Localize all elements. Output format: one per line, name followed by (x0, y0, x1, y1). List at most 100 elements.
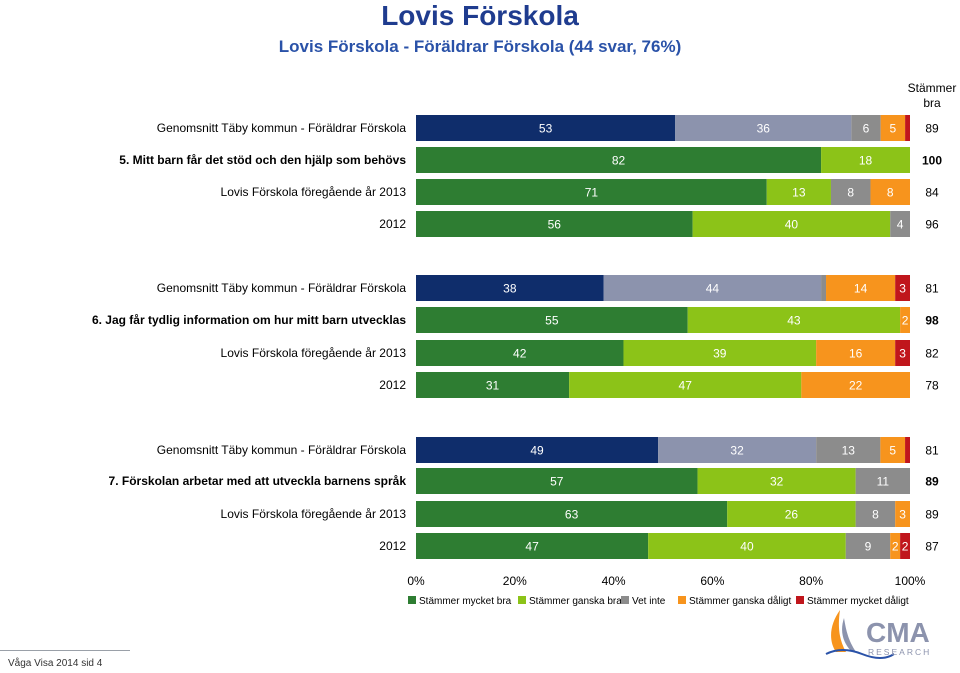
x-tick-label: 60% (700, 574, 724, 588)
bar-segment (416, 179, 767, 205)
data-label: 9 (865, 540, 872, 554)
data-label: 31 (486, 379, 500, 393)
total-value: 89 (925, 475, 939, 489)
bar-segment (855, 468, 910, 494)
legend-swatch (621, 596, 629, 604)
bar-segment (851, 115, 881, 141)
data-label: 6 (863, 122, 870, 136)
data-label: 13 (842, 444, 856, 458)
data-label: 82 (612, 154, 626, 168)
bar-segment (416, 275, 604, 301)
total-value: 82 (925, 347, 939, 361)
data-label: 53 (539, 122, 553, 136)
bar-segment (692, 211, 891, 237)
cma-research-logo: CMA RESEARCH (825, 610, 930, 659)
bar-segment (416, 468, 698, 494)
bar-segment (416, 501, 728, 527)
bar-segment (890, 533, 901, 559)
bar-segment (895, 340, 910, 366)
legend-entry: Stämmer ganska bra (529, 596, 622, 607)
bar-segment (658, 437, 817, 463)
data-label: 40 (740, 540, 754, 554)
bar-segment (416, 533, 649, 559)
bar-segment (569, 372, 802, 398)
data-label: 38 (503, 282, 517, 296)
data-label: 5 (889, 444, 896, 458)
data-label: 8 (887, 186, 894, 200)
bar-segment (905, 115, 910, 141)
logo-sail-icon (831, 610, 846, 652)
bar-segment (648, 533, 846, 559)
row-label: Lovis Förskola föregående år 2013 (221, 346, 407, 360)
data-label: 32 (770, 475, 784, 489)
bar-segment (801, 372, 910, 398)
page-title: Lovis Förskola (381, 0, 579, 31)
bar-segment (821, 275, 827, 301)
total-column-header: bra (923, 96, 941, 110)
bar-segment (675, 115, 852, 141)
data-label: 14 (854, 282, 868, 296)
footer-text: Våga Visa 2014 sid 4 (8, 658, 103, 669)
data-label: 56 (548, 218, 562, 232)
row-label: Lovis Förskola föregående år 2013 (221, 507, 407, 521)
bar-segment (845, 533, 891, 559)
bar-segment (826, 275, 896, 301)
row-label: Genomsnitt Täby kommun - Föräldrar Försk… (157, 443, 407, 457)
footer-divider (0, 650, 130, 651)
data-label: 11 (877, 475, 890, 489)
data-label: 3 (899, 347, 906, 361)
bar-segment (816, 437, 881, 463)
data-label: 42 (513, 347, 527, 361)
data-label: 0 (911, 154, 918, 168)
row-label: 2012 (379, 378, 406, 392)
bar-segment (416, 115, 676, 141)
bar-segment (900, 307, 910, 333)
bar-segment (880, 437, 906, 463)
bar-segment (727, 501, 856, 527)
bar-segment (900, 533, 910, 559)
data-label: 43 (787, 314, 801, 328)
bar-segment (603, 275, 822, 301)
data-label: 36 (757, 122, 771, 136)
legend-swatch (678, 596, 686, 604)
legend-entry: Stämmer mycket dåligt (807, 595, 909, 607)
total-value: 87 (925, 540, 939, 554)
x-tick-label: 100% (895, 574, 926, 588)
data-label: 4 (897, 218, 904, 232)
legend-entry: Stämmer mycket bra (419, 596, 512, 607)
data-label: 47 (525, 540, 539, 554)
row-label: Genomsnitt Täby kommun - Föräldrar Försk… (157, 121, 407, 135)
bar-segment (830, 179, 871, 205)
data-label: 2 (902, 314, 909, 328)
data-label: 5 (890, 122, 897, 136)
total-value: 84 (925, 186, 939, 200)
bar-segment (416, 211, 693, 237)
bar-segment (855, 501, 896, 527)
total-column-header: Stämmer (908, 81, 957, 95)
data-label: 2 (902, 540, 909, 554)
legend-swatch (796, 596, 804, 604)
legend-entry: Vet inte (632, 596, 666, 607)
bar-segment (895, 275, 910, 301)
bar-segment (870, 179, 910, 205)
bar-segment (416, 437, 659, 463)
bar-segment (905, 437, 910, 463)
bar-segment (890, 211, 910, 237)
data-label: 0 (911, 508, 918, 522)
x-tick-label: 0% (407, 574, 425, 588)
bar-segment (880, 115, 906, 141)
logo-wave-icon (825, 649, 895, 659)
total-value: 89 (925, 508, 939, 522)
data-label: 2 (892, 540, 899, 554)
bar-segment (416, 147, 822, 173)
data-label: 71 (585, 186, 599, 200)
total-value: 78 (925, 379, 939, 393)
x-tick-label: 80% (799, 574, 823, 588)
bar-segment (895, 501, 910, 527)
legend-swatch (518, 596, 526, 604)
row-label: Genomsnitt Täby kommun - Föräldrar Försk… (157, 281, 407, 295)
question-label: 6. Jag får tydlig information om hur mit… (92, 313, 406, 327)
legend-entry: Stämmer ganska dåligt (689, 595, 791, 607)
data-label: 8 (872, 508, 879, 522)
